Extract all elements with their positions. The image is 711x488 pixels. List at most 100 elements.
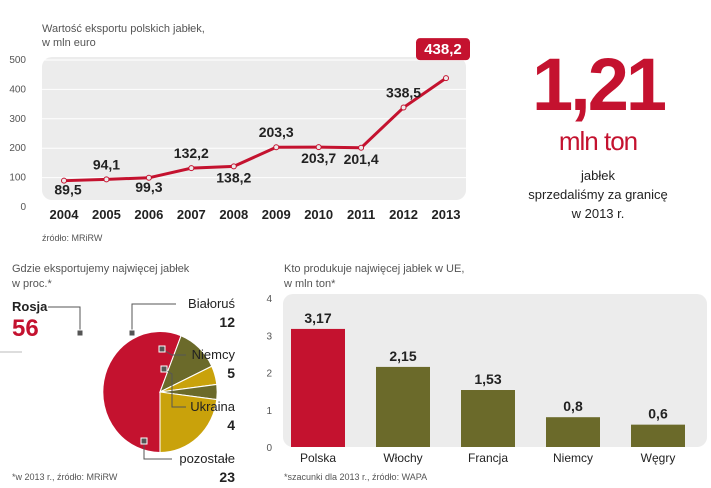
- eu-production-bar-chart: Kto produkuje najwięcej jabłek w UE, w m…: [266, 263, 707, 482]
- data-point: [443, 75, 449, 82]
- highlight-value-badge: [416, 38, 470, 61]
- data-point: [230, 163, 237, 170]
- y-tick-label: 0: [266, 443, 272, 454]
- pie-label-name: pozostałe: [179, 451, 235, 466]
- data-point: [188, 165, 195, 172]
- pie-label-value: 5: [227, 365, 235, 381]
- value-label: 338,5: [386, 84, 421, 100]
- y-tick-label: 0: [20, 202, 26, 213]
- x-year-label: 2005: [92, 207, 121, 222]
- value-label: 203,3: [259, 124, 294, 140]
- x-year-label: 2009: [262, 207, 291, 222]
- x-year-label: 2004: [50, 207, 80, 222]
- pie-slice: [102, 331, 182, 454]
- bar-value-label: 2,15: [389, 348, 416, 364]
- x-year-label: 2008: [219, 207, 248, 222]
- y-tick-label: 3: [266, 331, 272, 342]
- y-tick-label: 200: [9, 143, 26, 154]
- bar-chart-source: *szacunki dla 2013 r., źródło: WAPA: [284, 472, 427, 482]
- line-chart-subtitle: w mln euro: [41, 37, 96, 49]
- leader-dot: [160, 365, 168, 373]
- value-label: 89,5: [54, 182, 81, 198]
- value-label: 138,2: [216, 169, 251, 185]
- bar-chart-y-ticks: 0 1 2 3 4: [266, 294, 272, 454]
- x-year-label: 2011: [347, 207, 375, 222]
- y-tick-label: 4: [266, 294, 272, 305]
- bar-value-label: 1,53: [474, 371, 501, 387]
- export-destinations-pie-chart: Gdzie eksportujemy najwięcej jabłek w pr…: [0, 263, 236, 485]
- bar-chart-subtitle: w mln ton*: [283, 278, 336, 290]
- bar-category-label: Węgry: [641, 451, 676, 465]
- pie-label-name: Niemcy: [192, 347, 236, 362]
- value-label: 201,4: [344, 151, 379, 167]
- line-chart-x-labels: 2004 2005 2006 2007 2008 2009 2010 2011 2012 2013: [50, 207, 461, 222]
- line-chart-panel: [42, 57, 466, 200]
- pie-label-value: 23: [219, 469, 235, 485]
- pie-chart-title: Gdzie eksportujemy najwięcej jabłek: [12, 263, 190, 275]
- value-label: 99,3: [135, 179, 162, 195]
- pie-chart-subtitle: w proc.*: [11, 278, 52, 290]
- x-year-label: 2006: [134, 207, 163, 222]
- bar: [631, 424, 685, 447]
- highlight-unit: mln ton: [559, 126, 637, 156]
- line-chart-gridlines: [42, 59, 466, 179]
- bar-chart-category-labels: Polska Włochy Francja Niemcy Węgry: [300, 451, 675, 465]
- x-year-label: 2010: [304, 207, 333, 222]
- data-point: [145, 174, 152, 181]
- pie-chart-source: *w 2013 r., źródło: MRiRW: [12, 472, 118, 482]
- data-point: [273, 144, 280, 151]
- y-tick-label: 2: [266, 369, 272, 380]
- leader-line: [163, 368, 186, 408]
- pie-label-name: Rosja: [12, 299, 48, 314]
- line-chart-value-labels: 89,5 94,1 99,3 132,2 138,2 203,3 203,7 201,4 338…: [54, 38, 470, 198]
- leader-line: [143, 441, 172, 460]
- leader-dot: [128, 329, 136, 337]
- leader-dot: [140, 437, 148, 445]
- highlight-block: 1,21 mln ton jabłek sprzedaliśmy za gran…: [528, 43, 669, 221]
- x-year-label: 2007: [177, 207, 206, 222]
- bar-value-label: 0,8: [563, 398, 583, 414]
- line-chart-y-ticks: 0 100 200 300 400 500: [9, 55, 26, 213]
- y-tick-label: 300: [9, 114, 26, 125]
- leader-line: [48, 306, 81, 333]
- y-tick-label: 1: [266, 406, 272, 417]
- highlight-line3: w 2013 r.: [571, 206, 625, 221]
- bar-chart-title: Kto produkuje najwięcej jabłek w UE,: [284, 263, 464, 275]
- pie-label-value: 12: [219, 314, 235, 330]
- y-tick-label: 100: [9, 173, 26, 184]
- highlight-line1: jabłek: [580, 168, 615, 183]
- bar-category-label: Francja: [468, 451, 508, 465]
- highlight-number: 1,21: [532, 43, 666, 126]
- x-year-label: 2013: [432, 207, 461, 222]
- bar: [461, 390, 515, 447]
- bar-value-label: 0,6: [648, 406, 668, 422]
- value-label: 132,2: [174, 145, 209, 161]
- bar: [291, 328, 345, 447]
- data-point: [61, 177, 67, 184]
- export-value-line-chart: Wartość eksportu polskich jabłek, w mln …: [9, 23, 470, 243]
- pie-label-name: Ukraina: [190, 399, 236, 414]
- data-point: [400, 104, 407, 111]
- bar: [376, 366, 430, 447]
- bar-chart-bars: [291, 328, 685, 447]
- bar-category-label: Włochy: [383, 451, 422, 465]
- pie-label-name: Białoruś: [188, 296, 235, 311]
- leader-dot: [158, 345, 166, 353]
- line-chart-title: Wartość eksportu polskich jabłek,: [42, 23, 205, 35]
- y-tick-label: 500: [9, 55, 26, 66]
- data-point: [103, 176, 110, 183]
- y-tick-label: 400: [9, 84, 26, 95]
- value-label: 438,2: [424, 41, 462, 58]
- highlight-line2: sprzedaliśmy za granicę: [528, 187, 667, 202]
- pie-label-value: 56: [12, 315, 39, 342]
- bar-category-label: Polska: [300, 451, 336, 465]
- pie-label-value: 4: [227, 417, 235, 433]
- bar-category-label: Niemcy: [553, 451, 593, 465]
- bar-value-label: 3,17: [304, 310, 331, 326]
- leader-dot: [76, 329, 84, 337]
- value-label: 203,7: [301, 150, 336, 166]
- bar: [546, 417, 600, 447]
- data-point: [315, 144, 322, 151]
